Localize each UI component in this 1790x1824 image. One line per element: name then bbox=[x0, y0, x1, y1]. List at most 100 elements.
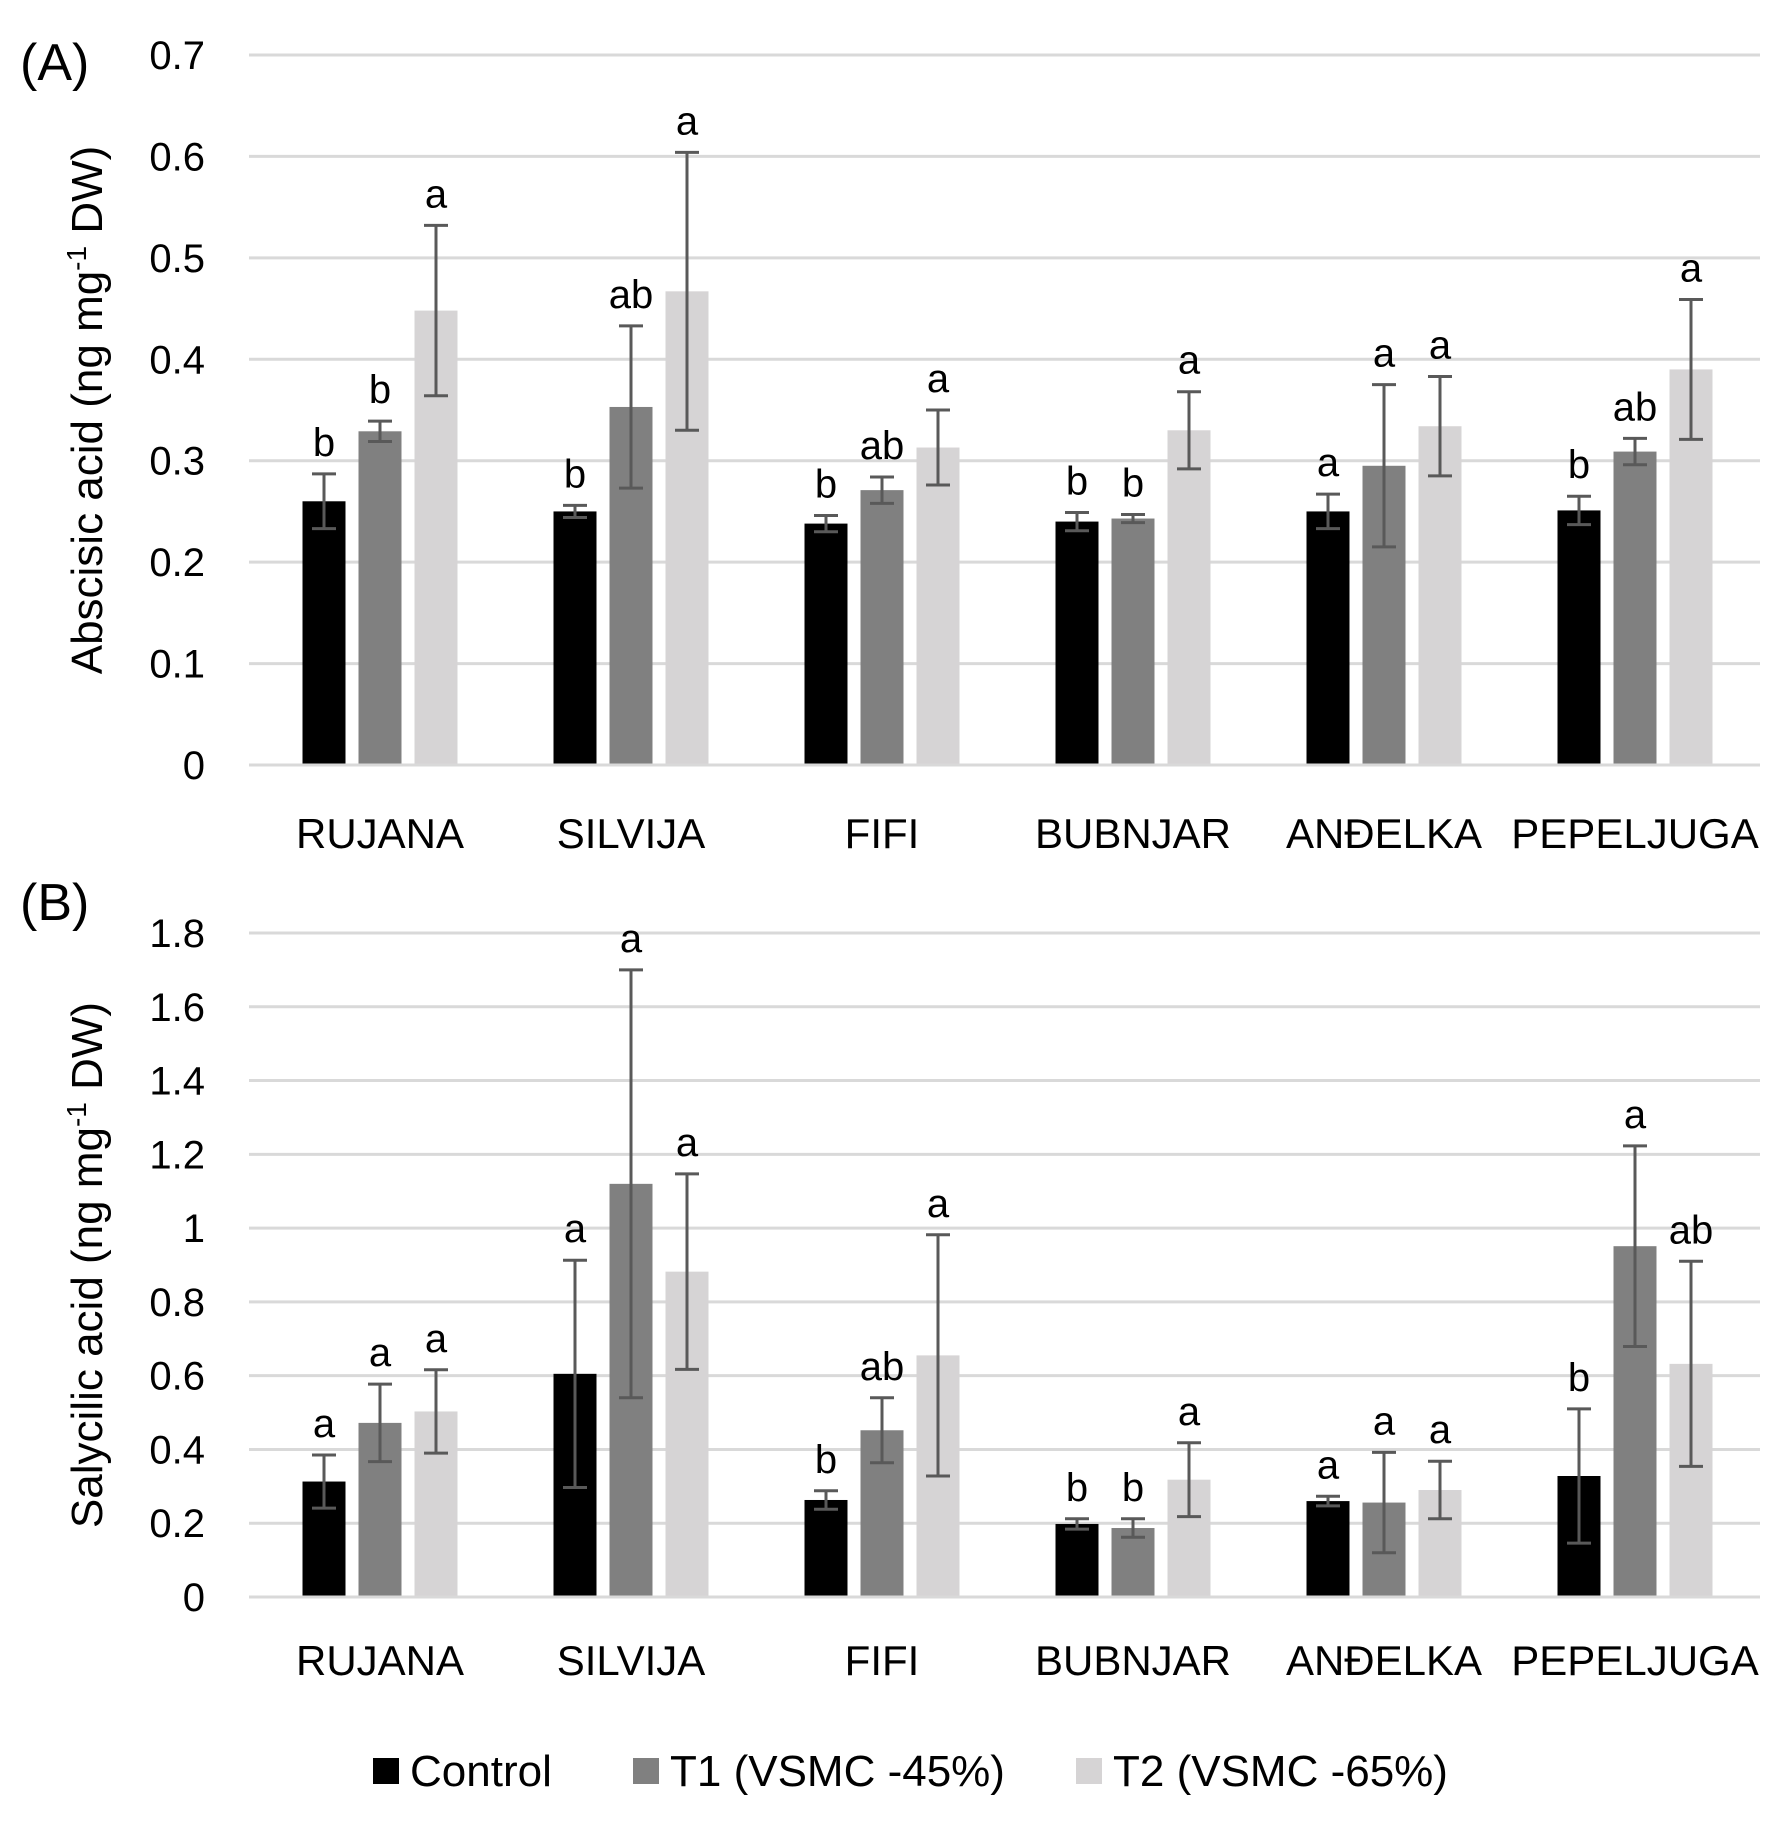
y-tick-label: 0.2 bbox=[149, 1502, 205, 1546]
significance-letter: b bbox=[369, 368, 391, 412]
y-tick-label: 0.3 bbox=[149, 440, 205, 484]
bar-control-pepeljuga bbox=[1557, 510, 1601, 765]
bar-t1-pepeljuga bbox=[1613, 451, 1657, 765]
y-axis-title-main: Abscisic acid (ng mg bbox=[63, 271, 112, 674]
significance-letter: ab bbox=[860, 1345, 905, 1389]
significance-letter: a bbox=[564, 1207, 587, 1251]
significance-letter: ab bbox=[609, 273, 654, 317]
significance-letter: a bbox=[369, 1331, 392, 1375]
y-axis-title-end: DW) bbox=[63, 146, 112, 246]
bar-control-bubnjar bbox=[1055, 1523, 1099, 1597]
bar-t1-bubnjar bbox=[1111, 1528, 1155, 1597]
significance-letter: ab bbox=[860, 424, 905, 468]
significance-letter: a bbox=[1178, 339, 1201, 383]
significance-letter: b bbox=[1568, 1356, 1590, 1400]
y-tick-label: 0.4 bbox=[149, 338, 205, 382]
x-category-label: ANĐELKA bbox=[1286, 810, 1482, 857]
significance-letter: a bbox=[425, 1317, 448, 1361]
significance-letter: b bbox=[1066, 1466, 1088, 1510]
x-category-label: RUJANA bbox=[296, 1637, 464, 1684]
x-category-label: BUBNJAR bbox=[1035, 810, 1231, 857]
legend-label: T2 (VSMC -65%) bbox=[1113, 1747, 1448, 1796]
x-category-label: RUJANA bbox=[296, 810, 464, 857]
bar-control-fifi bbox=[804, 1499, 848, 1597]
legend: Control T1 (VSMC -45%) T2 (VSMC -65%) bbox=[373, 1747, 1448, 1796]
significance-letter: b bbox=[1122, 1466, 1144, 1510]
significance-letter: ab bbox=[1669, 1208, 1714, 1252]
y-tick-label: 1 bbox=[183, 1207, 205, 1251]
y-axis-title: Abscisic acid (ng mg-1 DW) bbox=[61, 146, 112, 675]
x-category-label: BUBNJAR bbox=[1035, 1637, 1231, 1684]
bar-control-bubnjar bbox=[1055, 521, 1099, 765]
y-tick-label: 0.7 bbox=[149, 34, 205, 78]
legend-swatch bbox=[633, 1758, 659, 1784]
bar-t2-fifi bbox=[916, 447, 960, 765]
y-tick-label: 0 bbox=[183, 744, 205, 788]
significance-letter: b bbox=[564, 452, 586, 496]
x-category-label: PEPELJUGA bbox=[1511, 1637, 1758, 1684]
significance-letter: b bbox=[313, 421, 335, 465]
legend-swatch bbox=[1076, 1758, 1102, 1784]
significance-letter: a bbox=[927, 357, 950, 401]
significance-letter: a bbox=[676, 1121, 699, 1165]
y-tick-label: 0.1 bbox=[149, 643, 205, 687]
significance-letter: a bbox=[927, 1182, 950, 1226]
x-category-label: SILVIJA bbox=[557, 1637, 706, 1684]
y-axis-title-end: DW) bbox=[63, 1002, 112, 1102]
x-category-label: SILVIJA bbox=[557, 810, 706, 857]
x-category-label: FIFI bbox=[845, 1637, 920, 1684]
x-category-label: FIFI bbox=[845, 810, 920, 857]
significance-letter: a bbox=[1317, 441, 1340, 485]
significance-letter: b bbox=[1568, 443, 1590, 487]
significance-letter: ab bbox=[1613, 385, 1658, 429]
bar-t1-bubnjar bbox=[1111, 518, 1155, 765]
significance-letter: a bbox=[676, 99, 699, 143]
y-tick-label: 0.4 bbox=[149, 1428, 205, 1472]
y-axis-title: Salycilic acid (ng mg-1 DW) bbox=[61, 1002, 112, 1528]
panel-label: (B) bbox=[20, 874, 89, 932]
significance-letter: a bbox=[425, 172, 448, 216]
significance-letter: a bbox=[1429, 1408, 1452, 1452]
significance-letter: a bbox=[1373, 332, 1396, 376]
y-tick-label: 0.5 bbox=[149, 237, 205, 281]
legend-swatch bbox=[373, 1758, 399, 1784]
bar-control-fifi bbox=[804, 523, 848, 765]
y-tick-label: 1.2 bbox=[149, 1133, 205, 1177]
bar-t2-anđelka bbox=[1418, 426, 1462, 765]
bar-control-anđelka bbox=[1306, 1501, 1350, 1597]
panel-b: 0 0.2 0.4 0.6 0.8 1 1.2 1.4 1.6 1.8 (B) Salycilic a… bbox=[20, 874, 1760, 1684]
significance-letter: a bbox=[1680, 246, 1703, 290]
y-tick-label: 0.6 bbox=[149, 135, 205, 179]
y-tick-label: 0.2 bbox=[149, 541, 205, 585]
y-axis-title-superscript: -1 bbox=[61, 246, 92, 271]
x-category-label: PEPELJUGA bbox=[1511, 810, 1758, 857]
significance-letter: a bbox=[1178, 1390, 1201, 1434]
y-tick-label: 1.4 bbox=[149, 1060, 205, 1104]
y-axis-title-main: Salycilic acid (ng mg bbox=[63, 1127, 112, 1528]
y-tick-label: 1.6 bbox=[149, 986, 205, 1030]
y-axis-title-superscript: -1 bbox=[61, 1102, 92, 1127]
bar-control-rujana bbox=[302, 501, 346, 765]
bar-t1-fifi bbox=[860, 490, 904, 765]
significance-letter: a bbox=[313, 1402, 336, 1446]
significance-letter: a bbox=[1624, 1093, 1647, 1137]
y-tick-label: 0 bbox=[183, 1576, 205, 1620]
panel-a: 0 0.1 0.2 0.3 0.4 0.5 0.6 0.7 (A) Abscisic acid (… bbox=[20, 34, 1760, 857]
bar-t1-rujana bbox=[358, 431, 402, 765]
x-category-label: ANĐELKA bbox=[1286, 1637, 1482, 1684]
y-tick-label: 0.6 bbox=[149, 1355, 205, 1399]
significance-letter: b bbox=[815, 1438, 837, 1482]
significance-letter: a bbox=[1317, 1443, 1340, 1487]
panel-label: (A) bbox=[20, 34, 89, 92]
legend-label: T1 (VSMC -45%) bbox=[670, 1747, 1005, 1796]
significance-letter: b bbox=[815, 462, 837, 506]
legend-label: Control bbox=[410, 1747, 552, 1796]
bar-control-anđelka bbox=[1306, 511, 1350, 765]
significance-letter: a bbox=[620, 917, 643, 961]
significance-letter: a bbox=[1429, 324, 1452, 368]
bar-control-silvija bbox=[553, 511, 597, 765]
bar-t2-bubnjar bbox=[1167, 430, 1211, 765]
y-tick-label: 1.8 bbox=[149, 912, 205, 956]
